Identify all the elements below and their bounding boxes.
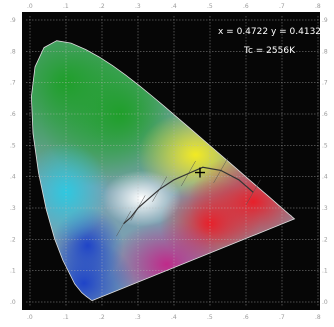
y-tick-label-left: .4 — [10, 174, 16, 181]
x-tick-label-bottom: .0 — [27, 314, 33, 321]
y-tick-label-right: .2 — [322, 236, 328, 243]
y-tick-label-left: .8 — [10, 48, 16, 55]
x-tick-label-bottom: .5 — [207, 314, 213, 321]
y-tick-label-left: .2 — [10, 236, 16, 243]
y-tick-label-right: .8 — [322, 48, 328, 55]
x-tick-label-top: .1 — [63, 3, 69, 10]
y-tick-label-right: .4 — [322, 174, 328, 181]
x-tick-label-bottom: .3 — [135, 314, 141, 321]
x-tick-label-bottom: .6 — [243, 314, 249, 321]
tc-readout: Tc = 2556K — [243, 46, 296, 56]
x-tick-label-top: .2 — [99, 3, 105, 10]
y-tick-label-left: .0 — [10, 299, 16, 306]
x-tick-label-bottom: .4 — [171, 314, 177, 321]
y-tick-label-right: .9 — [322, 17, 328, 24]
y-tick-labels-right: .0 .1 .2 .3 .4 .5 .6 .7 .8 .9 — [322, 17, 328, 306]
y-tick-label-right: .7 — [322, 80, 328, 87]
x-tick-label-top: .4 — [171, 3, 177, 10]
y-tick-label-right: .1 — [322, 268, 328, 275]
x-tick-label-bottom: .2 — [99, 314, 105, 321]
x-tick-label-top: .3 — [135, 3, 141, 10]
grid-lines — [26, 16, 320, 306]
color-blob — [102, 170, 182, 227]
x-tick-labels-bottom: .0 .1 .2 .3 .4 .5 .6 .7 .8 — [27, 314, 321, 321]
isotherm-line — [245, 179, 261, 205]
x-tick-label-top: .5 — [207, 3, 213, 10]
y-tick-label-left: .1 — [10, 268, 16, 275]
x-tick-label-top: .8 — [315, 3, 321, 10]
y-tick-label-left: .3 — [10, 205, 16, 212]
y-tick-label-left: .9 — [10, 17, 16, 24]
y-tick-label-right: .6 — [322, 111, 328, 118]
y-tick-label-left: .5 — [10, 142, 16, 149]
planckian-locus — [123, 166, 254, 225]
x-tick-label-bottom: .1 — [63, 314, 69, 321]
x-tick-label-top: .0 — [27, 3, 33, 10]
y-tick-label-left: .7 — [10, 80, 16, 87]
y-tick-label-right: .5 — [322, 142, 328, 149]
y-tick-label-left: .6 — [10, 111, 16, 118]
coordinate-readout: x = 0.4722 y = 0.4132 — [218, 27, 321, 37]
spectral-locus — [30, 40, 296, 301]
x-tick-label-bottom: .8 — [315, 314, 321, 321]
x-tick-label-top: .7 — [279, 3, 285, 10]
x-tick-label-bottom: .7 — [279, 314, 285, 321]
x-tick-label-top: .6 — [243, 3, 249, 10]
chromaticity-marker — [194, 167, 205, 178]
y-tick-label-right: .0 — [322, 299, 328, 306]
y-tick-labels-left: .0 .1 .2 .3 .4 .5 .6 .7 .8 .9 — [10, 17, 16, 306]
x-tick-labels-top: .0 .1 .2 .3 .4 .5 .6 .7 .8 — [27, 3, 321, 10]
y-tick-label-right: .3 — [322, 205, 328, 212]
